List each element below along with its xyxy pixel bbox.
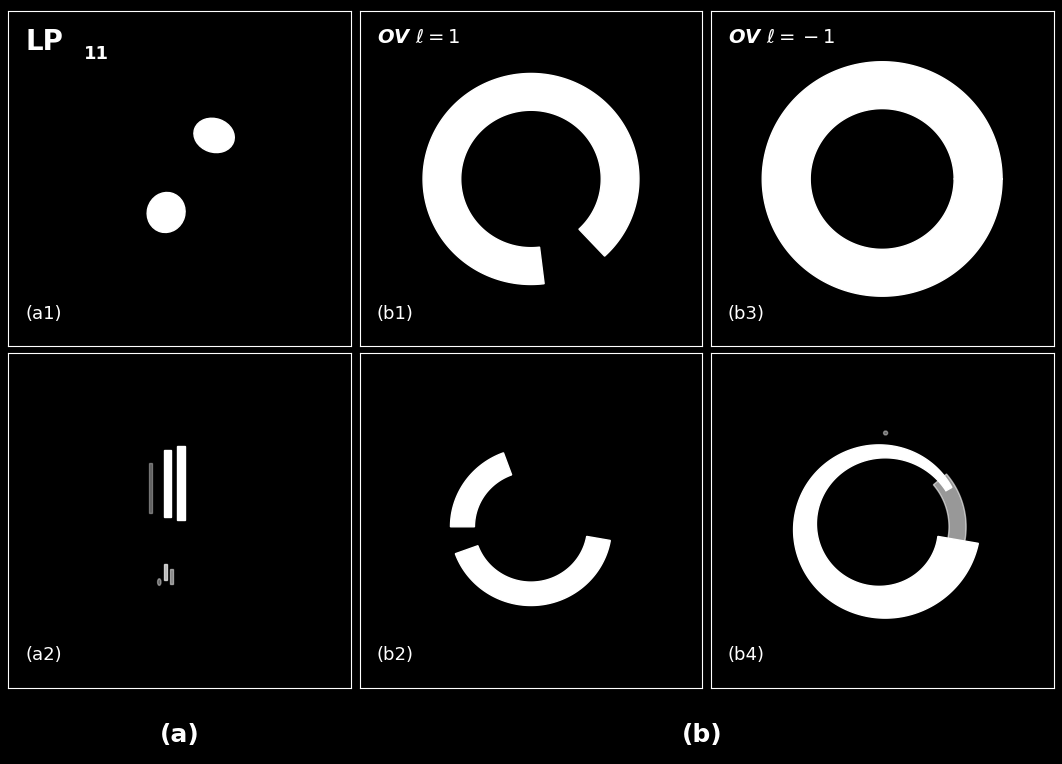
Polygon shape	[423, 73, 639, 284]
Text: (a1): (a1)	[25, 305, 63, 323]
Text: (a): (a)	[160, 723, 200, 747]
Text: LP: LP	[25, 28, 64, 57]
Bar	[165, 564, 167, 581]
Text: OV $\ell = 1$: OV $\ell = 1$	[377, 28, 460, 47]
Bar	[165, 450, 171, 516]
Ellipse shape	[884, 431, 888, 435]
Polygon shape	[793, 445, 978, 618]
Ellipse shape	[157, 578, 161, 585]
Polygon shape	[933, 474, 966, 555]
Text: (b2): (b2)	[377, 646, 414, 664]
Polygon shape	[456, 536, 611, 606]
Text: (a2): (a2)	[25, 646, 63, 664]
Polygon shape	[763, 62, 1003, 296]
Bar	[170, 568, 173, 584]
Text: 11: 11	[84, 45, 109, 63]
Text: (b4): (b4)	[727, 646, 765, 664]
Ellipse shape	[529, 79, 549, 92]
Polygon shape	[450, 453, 512, 527]
Text: (b): (b)	[682, 723, 722, 747]
Bar	[149, 463, 152, 513]
Text: (b1): (b1)	[377, 305, 414, 323]
Bar	[177, 446, 185, 520]
Text: OV $\ell = -1$: OV $\ell = -1$	[727, 28, 835, 47]
Ellipse shape	[148, 193, 185, 232]
Ellipse shape	[194, 118, 235, 153]
Text: (b3): (b3)	[727, 305, 765, 323]
